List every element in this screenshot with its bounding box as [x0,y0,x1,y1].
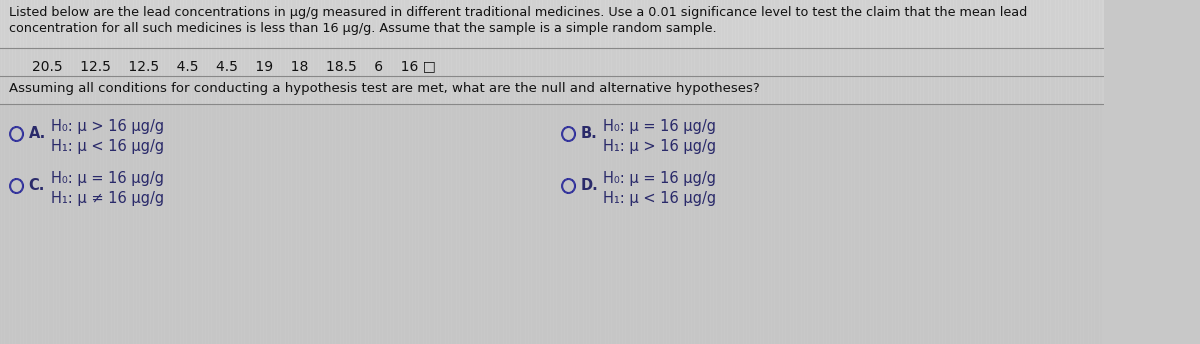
Text: A.: A. [29,126,46,140]
Text: H₀: μ > 16 μg/g: H₀: μ > 16 μg/g [50,118,163,133]
Text: C.: C. [29,178,44,193]
Text: H₁: μ ≠ 16 μg/g: H₁: μ ≠ 16 μg/g [50,191,163,205]
Bar [0,76,1104,104]
Text: H₀: μ = 16 μg/g: H₀: μ = 16 μg/g [602,118,715,133]
Text: H₀: μ = 16 μg/g: H₀: μ = 16 μg/g [50,171,163,185]
Text: H₀: μ = 16 μg/g: H₀: μ = 16 μg/g [602,171,715,185]
Text: H₁: μ > 16 μg/g: H₁: μ > 16 μg/g [602,139,715,153]
Text: 20.5    12.5    12.5    4.5    4.5    19    18    18.5    6    16 □: 20.5 12.5 12.5 4.5 4.5 19 18 18.5 6 16 □ [32,59,436,73]
Bar [0,104,1104,344]
Text: B.: B. [581,126,598,140]
Text: concentration for all such medicines is less than 16 μg/g. Assume that the sampl: concentration for all such medicines is … [10,22,716,35]
Text: Assuming all conditions for conducting a hypothesis test are met, what are the n: Assuming all conditions for conducting a… [10,82,760,95]
Text: H₁: μ < 16 μg/g: H₁: μ < 16 μg/g [602,191,715,205]
Bar [0,48,1104,76]
Text: Listed below are the lead concentrations in μg/g measured in different tradition: Listed below are the lead concentrations… [10,6,1027,19]
Text: D.: D. [581,178,599,193]
Bar [0,0,1104,54]
Text: H₁: μ < 16 μg/g: H₁: μ < 16 μg/g [50,139,163,153]
